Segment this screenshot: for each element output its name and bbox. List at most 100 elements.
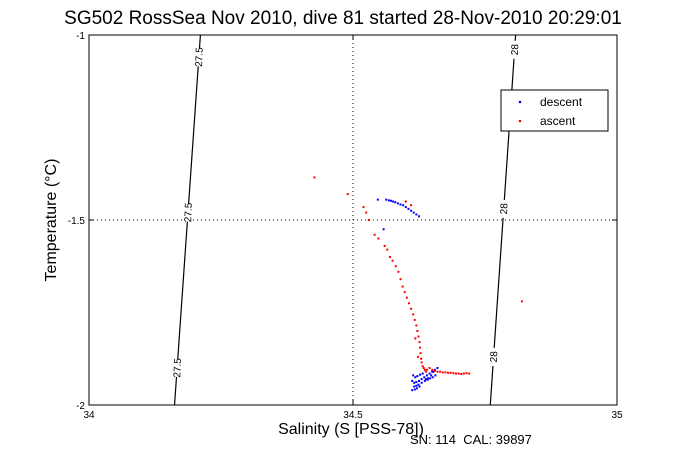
isopycnal-label: 28 xyxy=(489,351,500,363)
data-point-ascent xyxy=(410,204,413,207)
data-point-ascent xyxy=(367,219,370,221)
data-point-ascent xyxy=(421,365,424,368)
data-point-ascent xyxy=(462,372,465,375)
isopycnals: 27.5 27.5 27.5 28 28 28 xyxy=(172,34,521,406)
data-point-descent xyxy=(413,385,416,388)
grid xyxy=(89,35,617,405)
data-point-descent xyxy=(385,198,388,201)
data-point-ascent xyxy=(419,352,422,355)
data-point-descent xyxy=(433,368,436,371)
data-point-descent xyxy=(413,388,416,391)
isopycnal-label: 28 xyxy=(499,203,510,215)
data-point-descent xyxy=(415,381,418,384)
data-point-descent xyxy=(387,199,390,202)
data-point-descent xyxy=(396,202,399,205)
serial-cal-note: SN: 114 CAL: 39897 xyxy=(410,432,532,447)
data-point-ascent xyxy=(520,300,523,303)
data-point-descent xyxy=(404,206,407,209)
data-point-ascent xyxy=(397,270,400,273)
isopycnal-label-bg xyxy=(488,347,499,366)
data-point-ascent xyxy=(433,369,436,372)
isopycnal-label: 27.5 xyxy=(183,202,195,222)
data-point-ascent xyxy=(419,346,422,349)
data-point-ascent xyxy=(412,313,415,316)
data-point-ascent xyxy=(454,372,457,375)
chart-title: SG502 RossSea Nov 2010, dive 81 started … xyxy=(64,8,622,29)
data-point-ascent xyxy=(391,259,394,262)
data-point-descent xyxy=(431,370,434,373)
data-point-descent xyxy=(399,203,402,206)
data-point-descent xyxy=(382,228,385,231)
isopycnal-label-bg xyxy=(498,199,509,218)
data-point-descent xyxy=(416,375,419,378)
data-point-ascent xyxy=(417,335,420,338)
data-points xyxy=(313,176,523,392)
data-point-descent xyxy=(390,199,393,202)
axis-ticks: 34 34.5 35 -1 -1.5 -2 xyxy=(68,31,623,421)
data-point-ascent xyxy=(404,200,407,203)
data-point-ascent xyxy=(410,307,413,310)
y-tick-label: -2 xyxy=(76,401,85,412)
isopycnal-label: 28 xyxy=(510,44,521,56)
data-point-descent xyxy=(392,200,395,203)
isopycnal-label-bg xyxy=(182,203,193,222)
data-point-ascent xyxy=(457,372,460,375)
legend-label-descent: descent xyxy=(540,95,583,109)
data-point-ascent xyxy=(377,237,380,240)
data-point-ascent xyxy=(418,341,421,344)
data-point-ascent xyxy=(394,265,397,268)
data-point-descent xyxy=(424,378,427,381)
data-point-descent xyxy=(411,379,414,382)
legend-marker-ascent xyxy=(518,119,522,123)
data-point-ascent xyxy=(420,357,423,360)
data-point-ascent xyxy=(386,248,389,251)
legend-label-ascent: ascent xyxy=(540,114,576,128)
data-point-descent xyxy=(425,374,428,377)
isopycnal-label: 27.5 xyxy=(194,47,206,67)
data-point-descent xyxy=(415,213,418,216)
data-point-descent xyxy=(413,381,416,384)
data-point-descent xyxy=(418,215,420,218)
data-point-descent xyxy=(420,381,423,384)
data-point-descent xyxy=(376,198,379,201)
data-point-descent xyxy=(415,387,418,390)
data-point-descent xyxy=(411,389,414,392)
data-point-ascent xyxy=(383,244,386,247)
data-point-descent xyxy=(394,201,397,204)
x-tick-label: 34.5 xyxy=(343,410,363,421)
isopycnal-label-bg xyxy=(193,48,204,67)
data-point-ascent xyxy=(388,256,391,258)
data-point-ascent xyxy=(362,206,365,209)
data-point-ascent xyxy=(407,302,410,305)
data-point-ascent xyxy=(428,367,431,369)
data-point-descent xyxy=(421,372,424,375)
data-point-ascent xyxy=(444,371,447,374)
data-point-descent xyxy=(418,379,420,382)
data-point-ascent xyxy=(465,372,468,375)
data-point-descent xyxy=(429,377,432,380)
x-axis-label: Salinity (S [PSS-78]) xyxy=(278,421,424,438)
data-point-descent xyxy=(420,378,423,381)
data-point-ascent xyxy=(401,285,404,288)
legend-marker-descent xyxy=(518,100,522,104)
data-point-ascent xyxy=(313,176,316,179)
data-point-descent xyxy=(410,209,413,212)
data-point-ascent xyxy=(441,371,444,374)
data-point-ascent xyxy=(439,370,442,373)
data-point-ascent xyxy=(422,367,425,369)
data-point-descent xyxy=(431,376,434,379)
data-point-descent xyxy=(428,372,431,375)
x-tick-label: 35 xyxy=(611,410,623,421)
data-point-descent xyxy=(402,204,405,207)
data-point-ascent xyxy=(425,368,428,371)
data-point-descent xyxy=(426,377,429,380)
data-point-ascent xyxy=(436,370,439,373)
data-point-ascent xyxy=(468,372,471,375)
data-point-ascent xyxy=(423,368,426,371)
data-point-ascent xyxy=(403,291,406,294)
y-axis-label: Temperature (°C) xyxy=(43,159,60,282)
data-point-ascent xyxy=(414,337,417,340)
data-point-ascent xyxy=(420,361,423,364)
data-point-descent xyxy=(415,384,418,387)
data-point-descent xyxy=(423,376,426,379)
